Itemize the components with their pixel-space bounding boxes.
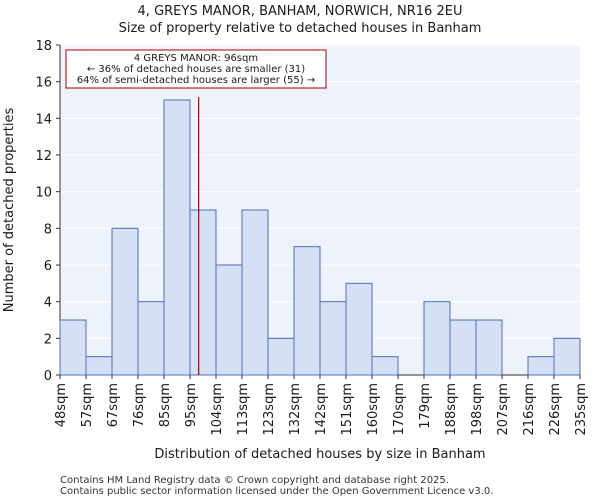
bar: [527, 356, 555, 376]
bar: [319, 301, 347, 376]
x-tick-label: 170sqm: [392, 383, 407, 436]
x-tick-label: 216sqm: [522, 383, 537, 436]
y-tick-label: 10: [35, 186, 52, 201]
chart-title: 4, GREYS MANOR, BANHAM, NORWICH, NR16 2E…: [138, 4, 463, 19]
y-tick-label: 16: [35, 76, 52, 91]
annotation-line-2: ← 36% of detached houses are smaller (31…: [87, 64, 305, 75]
bar: [423, 301, 451, 376]
bars: [59, 99, 581, 376]
x-tick-label: 179qm: [418, 383, 433, 429]
x-tick-label: 226sqm: [548, 383, 563, 436]
y-tick-label: 18: [35, 39, 52, 54]
annotation-box: 4 GREYS MANOR: 96sqm ← 36% of detached h…: [65, 49, 327, 89]
x-tick-label: 76sqm: [132, 383, 147, 427]
bar: [293, 246, 321, 376]
x-tick-label: 48sqm: [54, 383, 69, 427]
x-tick-label: 188sqm: [444, 383, 459, 436]
bar: [189, 209, 217, 376]
bar: [163, 99, 191, 376]
bar: [215, 264, 243, 376]
x-tick-label: 198sqm: [470, 383, 485, 436]
footer-line-2: Contains public sector information licen…: [60, 486, 493, 497]
x-tick-label: 235sqm: [574, 383, 589, 436]
chart-subtitle: Size of property relative to detached ho…: [119, 21, 482, 36]
y-tick-label: 0: [44, 369, 52, 384]
footer-line-1: Contains HM Land Registry data © Crown c…: [60, 475, 449, 486]
x-tick-label: 132sqm: [288, 383, 303, 436]
x-tick-label: 57sqm: [80, 383, 95, 427]
bar: [475, 319, 503, 376]
bar: [553, 337, 581, 376]
annotation-line-1: 4 GREYS MANOR: 96sqm: [134, 53, 258, 64]
annotation-line-3: 64% of semi-detached houses are larger (…: [77, 75, 315, 86]
x-tick-label: 160sqm: [366, 383, 381, 436]
y-tick-label: 6: [44, 259, 52, 274]
x-axis-label: Distribution of detached houses by size …: [154, 447, 485, 462]
y-tick-label: 8: [44, 222, 52, 237]
bar: [371, 356, 399, 376]
x-tick-label: 67sqm: [106, 383, 121, 427]
y-tick-label: 12: [35, 149, 52, 164]
y-tick-label: 4: [44, 296, 52, 311]
x-tick-label: 142sqm: [314, 383, 329, 436]
bar: [137, 301, 165, 376]
x-tick-label: 207sqm: [496, 383, 511, 436]
x-tick-label: 85sqm: [158, 383, 173, 427]
bar: [111, 227, 139, 376]
x-tick-label: 104sqm: [210, 383, 225, 436]
y-tick-label: 2: [44, 332, 52, 347]
bar: [59, 319, 87, 376]
x-tick-label: 123sqm: [262, 383, 277, 436]
bar: [241, 209, 269, 376]
bar: [85, 356, 113, 376]
annotation-border: [65, 49, 327, 89]
x-axis-ticks: 48sqm 57sqm 67sqm 76sqm 85sqm 95sqm 104sqm 113s…: [54, 375, 589, 436]
x-tick-label: 113sqm: [236, 383, 251, 436]
bar: [449, 319, 477, 376]
y-axis-ticks: 0 2 4 6 8 10 12 14 16 18: [35, 39, 60, 384]
x-tick-label: 95sqm: [184, 383, 199, 427]
y-tick-label: 14: [35, 112, 52, 127]
y-axis-label: Number of detached properties: [2, 108, 17, 313]
x-tick-label: 151sqm: [340, 383, 355, 436]
bar: [267, 337, 295, 376]
bar: [345, 282, 373, 376]
